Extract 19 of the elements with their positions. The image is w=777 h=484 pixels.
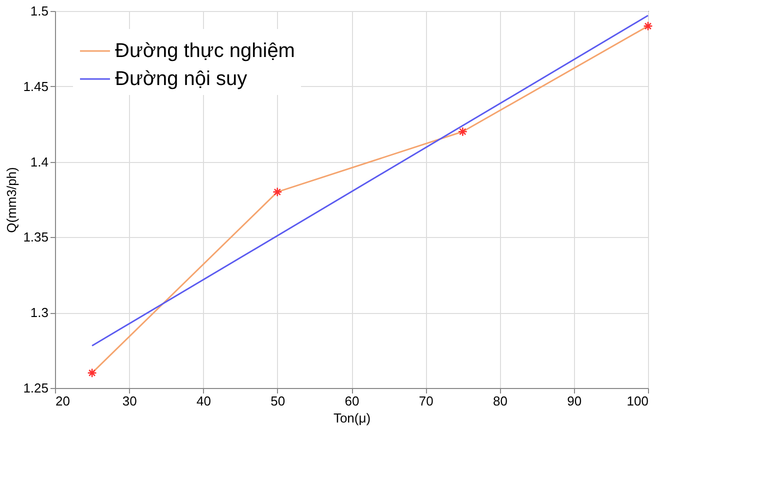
legend-label: Đường nội suy	[115, 68, 248, 90]
x-tick-label: 70	[418, 394, 434, 408]
y-tick-label: 1.4	[30, 154, 48, 170]
y-tick-label: 1.5	[30, 4, 48, 18]
y-tick-label: 1.35	[23, 230, 48, 245]
x-tick-label: 60	[344, 394, 360, 408]
x-tick-label: 50	[270, 394, 286, 408]
y-tick-label: 1.25	[23, 380, 48, 396]
x-tick-label: 80	[493, 394, 508, 408]
x-tick-label: 90	[567, 394, 582, 408]
x-tick-label: 100	[626, 394, 648, 408]
legend-label: Đường thực nghiệm	[115, 40, 295, 62]
y-axis-title: Q(mm3/ph)	[4, 167, 20, 233]
y-tick-label: 1.45	[23, 78, 48, 94]
x-tick-label: 20	[56, 394, 70, 408]
x-axis-title: Ton(μ)	[333, 410, 371, 426]
y-tick-label: 1.3	[30, 305, 48, 320]
x-tick-label: 40	[196, 394, 211, 408]
x-tick-label: 30	[122, 394, 137, 408]
